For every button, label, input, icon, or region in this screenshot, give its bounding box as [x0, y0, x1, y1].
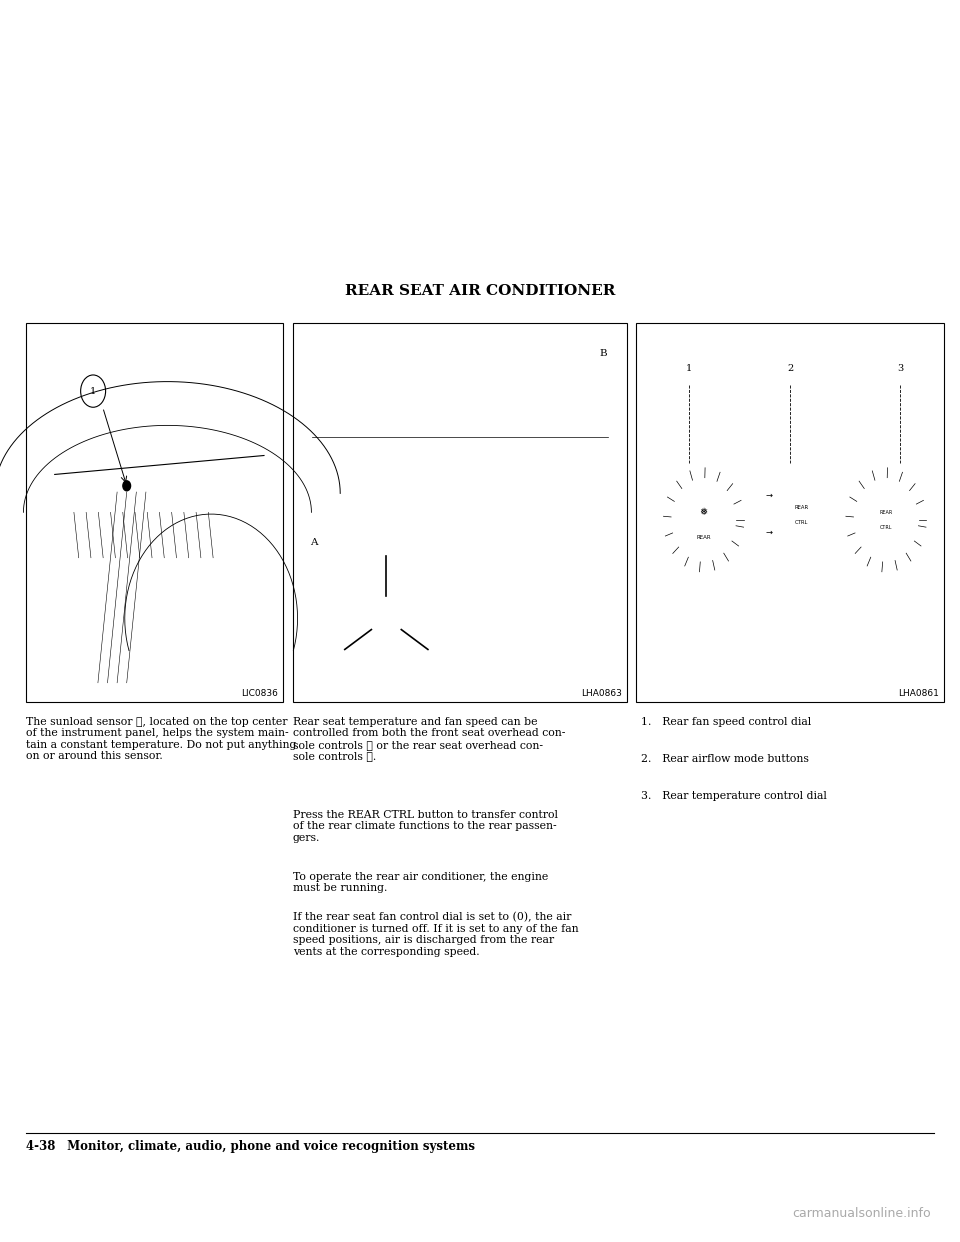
Text: carmanualsonline.info: carmanualsonline.info: [793, 1207, 931, 1220]
Text: REAR: REAR: [794, 505, 808, 510]
Text: CTRL: CTRL: [879, 525, 893, 530]
Circle shape: [680, 489, 728, 551]
Bar: [421, 493, 517, 550]
Circle shape: [123, 481, 131, 491]
Text: ❅: ❅: [700, 508, 708, 518]
Text: B: B: [599, 349, 607, 358]
Text: 2: 2: [787, 364, 793, 373]
Bar: [26, 323, 283, 702]
Bar: [431, 451, 489, 478]
Bar: [312, 448, 608, 589]
Bar: [756, 481, 780, 510]
Circle shape: [862, 489, 910, 551]
Text: Rear seat temperature and fan speed can be
controlled from both the front seat o: Rear seat temperature and fan speed can …: [293, 717, 565, 761]
Text: 2. Rear airflow mode buttons: 2. Rear airflow mode buttons: [641, 754, 809, 764]
Circle shape: [372, 379, 387, 399]
Text: To operate the rear air conditioner, the engine
must be running.: To operate the rear air conditioner, the…: [293, 872, 548, 893]
Text: LIC0836: LIC0836: [242, 689, 278, 698]
Text: A: A: [310, 538, 318, 548]
Text: If the rear seat fan control dial is set to (0), the air
conditioner is turned o: If the rear seat fan control dial is set…: [293, 912, 579, 956]
Circle shape: [324, 379, 339, 399]
Text: Press the REAR CTRL button to transfer control
of the rear climate functions to : Press the REAR CTRL button to transfer c…: [293, 810, 558, 843]
Text: LHA0863: LHA0863: [581, 689, 622, 698]
Bar: [293, 323, 627, 702]
Bar: [312, 356, 608, 421]
Text: →: →: [766, 528, 773, 537]
Text: LHA0861: LHA0861: [898, 689, 939, 698]
Text: CTRL: CTRL: [795, 520, 808, 525]
Circle shape: [663, 468, 744, 573]
Text: 1. Rear fan speed control dial: 1. Rear fan speed control dial: [641, 717, 811, 727]
Text: →: →: [766, 491, 773, 499]
Text: REAR: REAR: [879, 510, 893, 515]
Text: The sunload sensor ①, located on the top center
of the instrument panel, helps t: The sunload sensor ①, located on the top…: [26, 717, 297, 761]
Text: 3: 3: [898, 364, 903, 373]
Bar: [751, 461, 823, 579]
Circle shape: [566, 366, 601, 411]
Text: 3. Rear temperature control dial: 3. Rear temperature control dial: [641, 791, 828, 801]
Circle shape: [467, 379, 482, 399]
Circle shape: [846, 468, 926, 573]
Text: REAR: REAR: [696, 535, 711, 540]
Text: 4-38  Monitor, climate, audio, phone and voice recognition systems: 4-38 Monitor, climate, audio, phone and …: [26, 1140, 475, 1153]
Bar: [756, 518, 780, 548]
Bar: [636, 323, 944, 702]
Text: 1: 1: [686, 364, 692, 373]
Text: REAR SEAT AIR CONDITIONER: REAR SEAT AIR CONDITIONER: [345, 284, 615, 298]
Circle shape: [369, 596, 403, 641]
Text: 1: 1: [90, 386, 96, 396]
Circle shape: [420, 379, 435, 399]
